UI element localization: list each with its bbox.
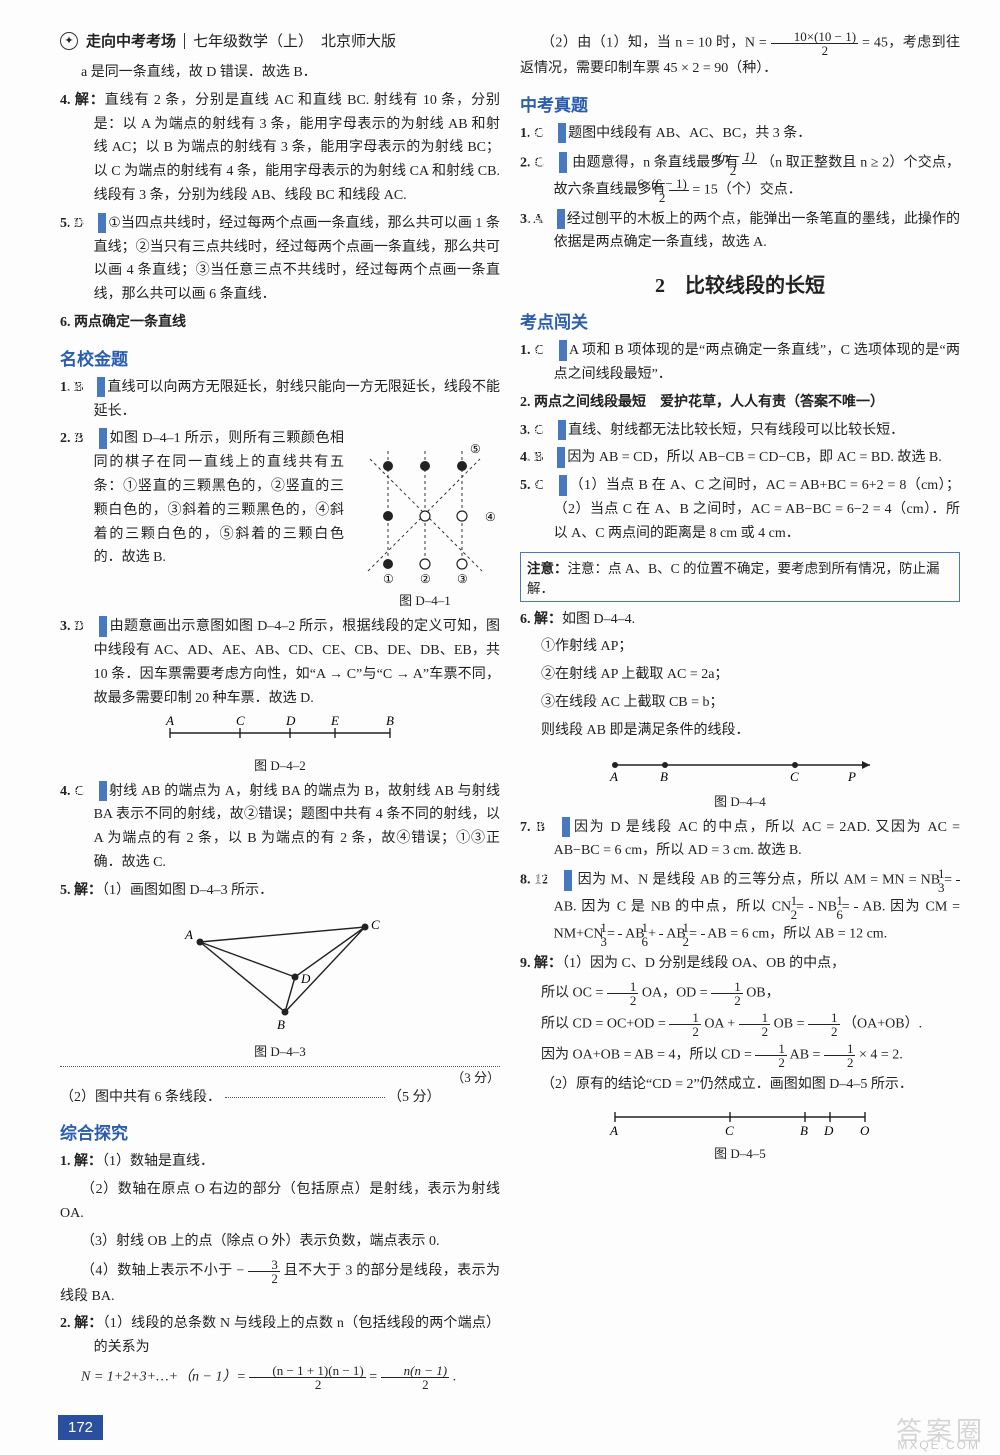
svg-text:②: ② [420, 572, 431, 586]
analysis-tag: 解析 [99, 616, 107, 637]
analysis-tag: 解析 [98, 213, 106, 234]
q5: 5. D 解析①当四点共线时，经过每两个点画一条直线，那么共可以画 1 条直线；… [60, 212, 500, 307]
svg-text:B: B [660, 769, 668, 784]
analysis-tag: 解析 [559, 475, 567, 496]
z2b: （2）由（1）知，当 n = 10 时，N = 10×(10 − 1)2 = 4… [520, 30, 960, 81]
k3: 3. C 解析直线、射线都无法比较长短，只有线段可以比较长短． [520, 419, 960, 443]
z1: 1. 解：（1）数轴是直线． [60, 1150, 500, 1174]
k1: 1. C 解析A 项和 B 项体现的是“两点确定一条直线”，C 选项体现的是“两… [520, 339, 960, 387]
svg-text:P: P [847, 769, 856, 784]
svg-text:B: B [800, 1123, 808, 1138]
z2-eq: N = 1+2+3+…+（n − 1）= (n − 1 + 1)(n − 1)2… [60, 1364, 500, 1391]
k6-1: ①作射线 AP； [520, 635, 960, 659]
m4: 4. C 解析射线 AB 的端点为 A，射线 BA 的端点为 B，故射线 AB … [60, 780, 500, 875]
z1-3: （3）射线 OB 上的点（除点 O 外）表示负数，端点表示 0. [60, 1230, 500, 1254]
z2: 2. 解：（1）线段的总条数 N 与线段上的点数 n（包括线段的两个端点）的关系… [60, 1312, 500, 1360]
section-zonghe: 综合探究 [60, 1119, 500, 1144]
figure-d43: A C D B [165, 907, 395, 1037]
svg-text:B: B [386, 715, 394, 728]
svg-text:C: C [725, 1123, 734, 1138]
svg-text:A: A [165, 715, 174, 728]
page-header: ✦ 走向中考考场 七年级数学（上） 北京师大版 [60, 30, 500, 51]
fig3-label: 图 D–4–3 [60, 1041, 500, 1060]
k9-5: （2）原有的结论“CD = 2”仍然成立．画图如图 D–4–5 所示． [520, 1073, 960, 1097]
svg-text:B: B [277, 1017, 285, 1032]
svg-text:D: D [285, 715, 296, 728]
figure-d44: A B C P [590, 747, 890, 787]
k4: 4. B 解析因为 AB = CD，所以 AB−CB = CD−CB，即 AC … [520, 446, 960, 470]
separator-icon [184, 33, 185, 49]
score-3: （3 分） [60, 1067, 500, 1086]
watermark-sub: MXQE.COM [897, 1438, 980, 1452]
note-box: 注意：注意：点 A、B、C 的位置不确定，要考虑到所有情况，防止漏解． [520, 552, 960, 602]
svg-text:D: D [300, 971, 311, 986]
analysis-tag: 解析 [564, 870, 572, 891]
svg-text:C: C [371, 917, 380, 932]
svg-text:C: C [790, 769, 799, 784]
svg-text:D: D [823, 1123, 834, 1138]
svg-text:E: E [330, 715, 339, 728]
k9-3: 所以 CD = OC+OD = 12 OA + 12 OB = 12 （OA+O… [520, 1011, 960, 1038]
svg-text:C: C [236, 715, 245, 728]
z1-2: （2）数轴在原点 O 右边的部分（包括原点）是射线，表示为射线 OA. [60, 1178, 500, 1226]
analysis-tag: 解析 [99, 428, 107, 449]
k9-2: 所以 OC = 12 OA，OD = 12 OB， [520, 980, 960, 1007]
k8: 8. 12 解析 因为 M、N 是线段 AB 的三等分点，所以 AM = MN … [520, 867, 960, 948]
svg-text:③: ③ [457, 572, 468, 586]
figure-d42: A C D E B [150, 715, 410, 751]
k9: 9. 解：（1）因为 C、D 分别是线段 OA、OB 的中点， [520, 952, 960, 976]
svg-text:A: A [609, 1123, 618, 1138]
q4-prefix: 4. 解： [60, 93, 105, 108]
lead-in: a 是同一条直线，故 D 错误．故选 B． [60, 61, 500, 85]
k7: 7. B 解析因为 D 是线段 AC 的中点，所以 AC = 2AD. 又因为 … [520, 816, 960, 864]
svg-text:⑤: ⑤ [470, 442, 481, 456]
analysis-tag: 解析 [558, 123, 566, 144]
t3: 3. A 解析经过刨平的木板上的两个点，能弹出一条笔直的墨线，此操作的依据是两点… [520, 208, 960, 256]
fig44-label: 图 D–4–4 [520, 791, 960, 810]
m1: 1. B 解析直线可以向两方无限延长，射线只能向一方无限延长，线段不能延长． [60, 376, 500, 424]
analysis-tag: 解析 [557, 447, 565, 468]
svg-text:④: ④ [485, 510, 496, 524]
z1-4: （4）数轴上表示不小于 − 32 且不大于 3 的部分是线段，表示为线段 BA. [60, 1258, 500, 1309]
analysis-tag: 解析 [99, 781, 107, 802]
svg-text:A: A [184, 927, 193, 942]
logo-icon: ✦ [60, 32, 78, 50]
t2: 2. C 解析 由题意得，n 条直线最多有 n(n − 1)2 （n 取正整数且… [520, 150, 960, 204]
figure-d45: A C B D O [590, 1101, 890, 1139]
q4: 4. 解：直线有 2 条，分别是直线 AC 和直线 BC. 射线有 10 条，分… [60, 89, 500, 208]
analysis-tag: 解析 [97, 377, 105, 398]
k6-3: ③在线段 AC 上截取 CB = b； [520, 691, 960, 715]
section-zhenti: 中考真题 [520, 91, 960, 116]
edition: 北京师大版 [321, 30, 396, 51]
svg-text:①: ① [383, 572, 394, 586]
t1: 1. C 解析题图中线段有 AB、AC、BC，共 3 条． [520, 122, 960, 146]
analysis-tag: 解析 [557, 209, 565, 230]
analysis-tag: 解析 [559, 152, 567, 173]
figure-d41: ⑤ ④ ① ② ③ 图 D–4–1 [350, 427, 500, 615]
k9-4: 因为 OA+OB = AB = 4，所以 CD = 12 AB = 12 × 4… [520, 1042, 960, 1069]
grade: 七年级数学（上） [193, 30, 313, 51]
subheading: 2 比较线段的长短 [520, 269, 960, 298]
svg-text:O: O [860, 1123, 870, 1138]
k6-2: ②在射线 AP 上截取 AC = 2a； [520, 663, 960, 687]
svg-text:A: A [609, 769, 618, 784]
fig1-label: 图 D–4–1 [350, 590, 500, 609]
k6: 6. 解：如图 D–4–4. [520, 608, 960, 632]
k6-4: 则线段 AB 即是满足条件的线段． [520, 719, 960, 743]
fig45-label: 图 D–4–5 [520, 1143, 960, 1162]
fig2-label: 图 D–4–2 [60, 755, 500, 774]
k2: 2. 两点之间线段最短 爱护花草，人人有责（答案不唯一） [520, 391, 960, 415]
series-title: 走向中考考场 [86, 30, 176, 51]
m5-line2: （2）图中共有 6 条线段． （5 分） [60, 1086, 500, 1110]
analysis-tag: 解析 [559, 340, 567, 361]
q6: 6. 两点确定一条直线 [60, 311, 500, 335]
section-kaodian: 考点闯关 [520, 308, 960, 333]
m3: 3. D 解析由题意画出示意图如图 D–4–2 所示，根据线段的定义可知，图中线… [60, 615, 500, 710]
analysis-tag: 解析 [562, 817, 570, 838]
page-number: 172 [58, 1415, 103, 1440]
analysis-tag: 解析 [558, 420, 566, 441]
m5-pre: 5. 解：5. 解：（1）画图如图 D–4–3 所示．（1）画图如图 D–4–3… [60, 879, 500, 903]
section-mingxiao: 名校金题 [60, 345, 500, 370]
k5: 5. C 解析（1）当点 B 在 A、C 之间时，AC = AB+BC = 6+… [520, 474, 960, 545]
